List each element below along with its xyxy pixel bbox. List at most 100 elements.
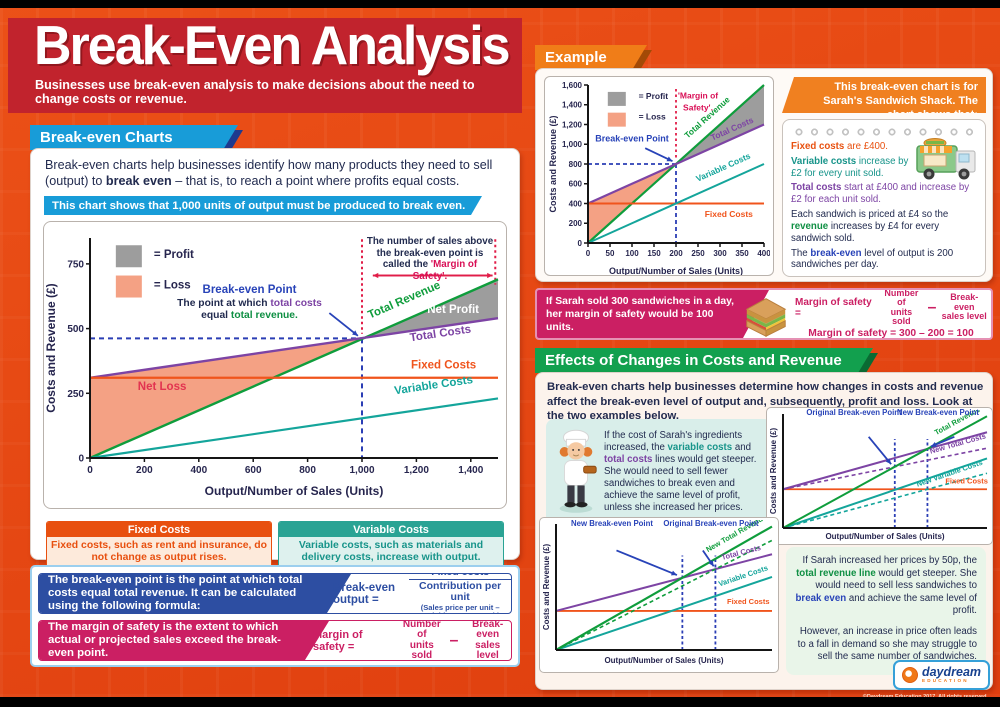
margin-of-safety-note: The number of sales above the break-even… xyxy=(366,236,494,282)
example-chart-panel: 0 50 100 150 200 250 300 350 400 0 200 400 600 800 1,0… xyxy=(544,76,774,276)
example-card: 0 50 100 150 200 250 300 350 400 0 200 400 600 800 1,0… xyxy=(535,68,993,282)
price-increase-chart-panel: Output/Number of Sales (Units) Costs and … xyxy=(539,517,779,673)
svg-text:1,600: 1,600 xyxy=(562,81,583,90)
svg-text:Output/Number of Sales (Units): Output/Number of Sales (Units) xyxy=(604,656,723,665)
fixed-costs-definition: Fixed Costs Fixed costs, such as rent an… xyxy=(46,521,272,569)
svg-text:Fixed Costs: Fixed Costs xyxy=(945,477,988,486)
svg-text:Costs and Revenue (£): Costs and Revenue (£) xyxy=(769,428,778,515)
svg-text:0: 0 xyxy=(87,465,93,476)
svg-text:Output/Number of Sales (Units): Output/Number of Sales (Units) xyxy=(825,532,944,541)
copyright-credit: ©Daydream Education 2017. All rights res… xyxy=(862,694,988,697)
margin-of-safety-formula: Margin of safety = Number of units sold –… xyxy=(313,620,504,661)
original-break-even-label: Original Break-even Point xyxy=(663,519,759,528)
svg-text:1,400: 1,400 xyxy=(458,465,483,476)
main-break-even-chart: 0 200 400 600 800 1,000 1,200 1,400 0 250 500 750 Ou… xyxy=(44,230,506,503)
svg-text:0: 0 xyxy=(578,239,583,248)
section-header-break-even-charts: Break-even Charts xyxy=(30,125,238,150)
variable-costs-definition: Variable Costs Variable costs, such as m… xyxy=(278,521,504,569)
svg-text:600: 600 xyxy=(245,465,262,476)
svg-text:Costs and Revenue (£): Costs and Revenue (£) xyxy=(44,283,58,412)
original-break-even-label: Original Break-even Point xyxy=(806,408,902,417)
price-increase-chart: Output/Number of Sales (Units) Costs and … xyxy=(542,518,776,671)
sarah-bullet: Fixed costs are £400. xyxy=(791,141,888,152)
daydream-logo-icon xyxy=(901,667,918,683)
price-increase-text: If Sarah increased her prices by 50p, th… xyxy=(795,555,978,617)
sarah-chart-banner: This break-even chart is for Sarah's San… xyxy=(782,77,986,113)
chef-illustration xyxy=(559,429,597,513)
svg-text:Safety'.: Safety'. xyxy=(683,103,713,113)
sarah-margin-formulas: Margin of safety = Number of units sold –… xyxy=(795,288,987,340)
section-header-example: Example xyxy=(535,45,647,70)
svg-text:200: 200 xyxy=(136,465,153,476)
svg-text:Fixed Costs: Fixed Costs xyxy=(727,597,770,606)
svg-text:1,200: 1,200 xyxy=(404,465,429,476)
svg-text:150: 150 xyxy=(647,249,661,258)
sarah-bullet: Total costs start at £400 and increase b… xyxy=(791,182,970,206)
break-even-point-title: Break-even Point xyxy=(202,284,297,296)
margin-of-safety-strip: If Sarah sold 300 sandwiches in a day, h… xyxy=(535,288,993,340)
section-header-effects: Effects of Changes in Costs and Revenue xyxy=(535,348,873,373)
break-even-output-formula-row: The break-even point is the point at whi… xyxy=(38,573,512,614)
svg-text:800: 800 xyxy=(569,160,583,169)
svg-text:200: 200 xyxy=(569,219,583,228)
svg-text:1,400: 1,400 xyxy=(562,101,583,110)
ingredients-cost-card: If the cost of Sarah's ingredients incre… xyxy=(546,419,772,525)
demand-fall-text: However, an increase in price often lead… xyxy=(797,626,977,663)
chart-callout-strip: This chart shows that 1,000 units of out… xyxy=(44,196,482,215)
effects-card: Break-even charts help businesses determ… xyxy=(535,372,993,690)
main-break-even-chart-panel: 0 200 400 600 800 1,000 1,200 1,400 0 250 500 750 Ou… xyxy=(43,221,507,509)
svg-text:750: 750 xyxy=(67,259,84,270)
svg-text:1,200: 1,200 xyxy=(562,120,583,129)
svg-text:250: 250 xyxy=(67,389,84,400)
margin-calculation: Margin of safety = 300 – 200 = 100 xyxy=(808,328,974,340)
costs-increase-chart-panel: Output/Number of Sales (Units) Costs and … xyxy=(766,407,993,545)
ingredients-cost-text: If the cost of Sarah's ingredients incre… xyxy=(604,429,757,514)
svg-text:800: 800 xyxy=(299,465,316,476)
daydream-education-logo: daydream EDUCATION xyxy=(893,660,990,690)
svg-text:50: 50 xyxy=(606,249,615,258)
svg-text:Fixed Costs: Fixed Costs xyxy=(411,360,476,372)
sarah-example-chart: 0 50 100 150 200 250 300 350 400 0 200 400 600 800 1,0… xyxy=(548,77,771,276)
svg-text:Output/Number of Sales (Units): Output/Number of Sales (Units) xyxy=(609,266,743,276)
svg-text:350: 350 xyxy=(735,249,749,258)
break-even-point-desc: The point at which total costs equal tot… xyxy=(177,297,322,322)
svg-text:600: 600 xyxy=(569,180,583,189)
new-break-even-label: New Break-even Point xyxy=(571,519,653,528)
svg-text:= Loss: = Loss xyxy=(154,279,191,291)
formulas-card: The break-even point is the point at whi… xyxy=(30,565,520,667)
svg-text:= Profit: = Profit xyxy=(154,249,194,261)
sarah-bullet: The break-even level of output is 200 sa… xyxy=(791,247,954,271)
svg-text:0: 0 xyxy=(78,454,84,465)
svg-text:'Margin of: 'Margin of xyxy=(678,90,718,100)
svg-text:Output/Number of Sales (Units): Output/Number of Sales (Units) xyxy=(205,484,384,498)
svg-text:Variable Costs: Variable Costs xyxy=(694,151,752,184)
svg-text:300: 300 xyxy=(713,249,727,258)
svg-text:Net Profit: Net Profit xyxy=(427,304,479,316)
svg-text:400: 400 xyxy=(757,249,770,258)
svg-text:1,000: 1,000 xyxy=(562,140,583,149)
svg-text:400: 400 xyxy=(190,465,207,476)
sarah-bullet: Each sandwich is priced at £4 so the rev… xyxy=(791,209,949,244)
break-even-point-note: Break-even Point The point at which tota… xyxy=(172,284,327,322)
svg-text:200: 200 xyxy=(669,249,683,258)
sarah-margin-text: If Sarah sold 300 sandwiches in a day, h… xyxy=(537,290,769,338)
svg-text:1,000: 1,000 xyxy=(349,465,374,476)
svg-text:= Profit: = Profit xyxy=(639,91,669,101)
new-break-even-label: New Break-even Point xyxy=(897,408,979,417)
svg-text:0: 0 xyxy=(586,249,591,258)
sarah-bullet: Variable costs increase by £2 for every … xyxy=(791,155,909,179)
svg-text:100: 100 xyxy=(625,249,639,258)
title-block: Break-Even Analysis Businesses use break… xyxy=(8,15,522,113)
poster-background: Break-Even Analysis Businesses use break… xyxy=(0,8,1000,697)
svg-text:= Loss: = Loss xyxy=(639,112,666,122)
svg-text:Costs and Revenue (£): Costs and Revenue (£) xyxy=(542,544,551,631)
svg-text:Net Loss: Net Loss xyxy=(138,381,187,393)
svg-text:Fixed Costs: Fixed Costs xyxy=(705,209,753,219)
svg-text:Costs and Revenue (£): Costs and Revenue (£) xyxy=(548,115,558,212)
break-even-output-formula: Break-even output = Fixed costs Contribu… xyxy=(333,574,511,613)
price-increase-card: If Sarah increased her prices by 50p, th… xyxy=(786,547,986,675)
effects-intro-text: Break-even charts help businesses determ… xyxy=(547,381,984,423)
break-even-charts-card: Break-even charts help businesses identi… xyxy=(30,148,520,611)
ticket-perforation-decoration xyxy=(793,126,975,138)
sarah-facts-card: Fixed costs are £400. Variable costs inc… xyxy=(782,119,986,277)
